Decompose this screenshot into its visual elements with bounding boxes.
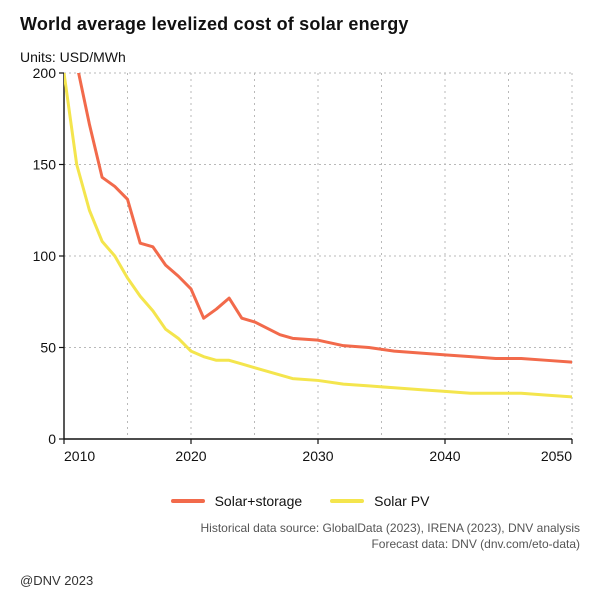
svg-text:0: 0 [48, 431, 56, 447]
svg-text:2010: 2010 [64, 448, 95, 464]
legend-item: Solar+storage [171, 493, 303, 509]
chart-area: 0 50 100 150 200 2010 2020 2030 2040 2050 [20, 67, 580, 467]
svg-text:200: 200 [33, 67, 57, 81]
chart-title: World average levelized cost of solar en… [20, 14, 580, 35]
note-forecast: Forecast data: DNV (dnv.com/eto-data) [201, 536, 581, 552]
chart-page: World average levelized cost of solar en… [0, 0, 600, 598]
svg-text:150: 150 [33, 157, 57, 173]
legend-label: Solar PV [374, 493, 429, 509]
note-historical: Historical data source: GlobalData (2023… [201, 520, 581, 536]
line-chart: 0 50 100 150 200 2010 2020 2030 2040 2050 [20, 67, 580, 467]
svg-text:2040: 2040 [429, 448, 460, 464]
svg-text:2050: 2050 [541, 448, 572, 464]
legend-label: Solar+storage [215, 493, 303, 509]
svg-text:100: 100 [33, 248, 57, 264]
svg-text:2020: 2020 [175, 448, 206, 464]
svg-text:2030: 2030 [302, 448, 333, 464]
legend-swatch [171, 499, 205, 503]
svg-text:50: 50 [40, 340, 56, 356]
source-notes: Historical data source: GlobalData (2023… [201, 520, 581, 552]
attribution: @DNV 2023 [20, 573, 93, 588]
legend-swatch [330, 499, 364, 503]
legend-item: Solar PV [330, 493, 429, 509]
units-label: Units: USD/MWh [20, 49, 580, 65]
legend: Solar+storage Solar PV [0, 490, 600, 509]
